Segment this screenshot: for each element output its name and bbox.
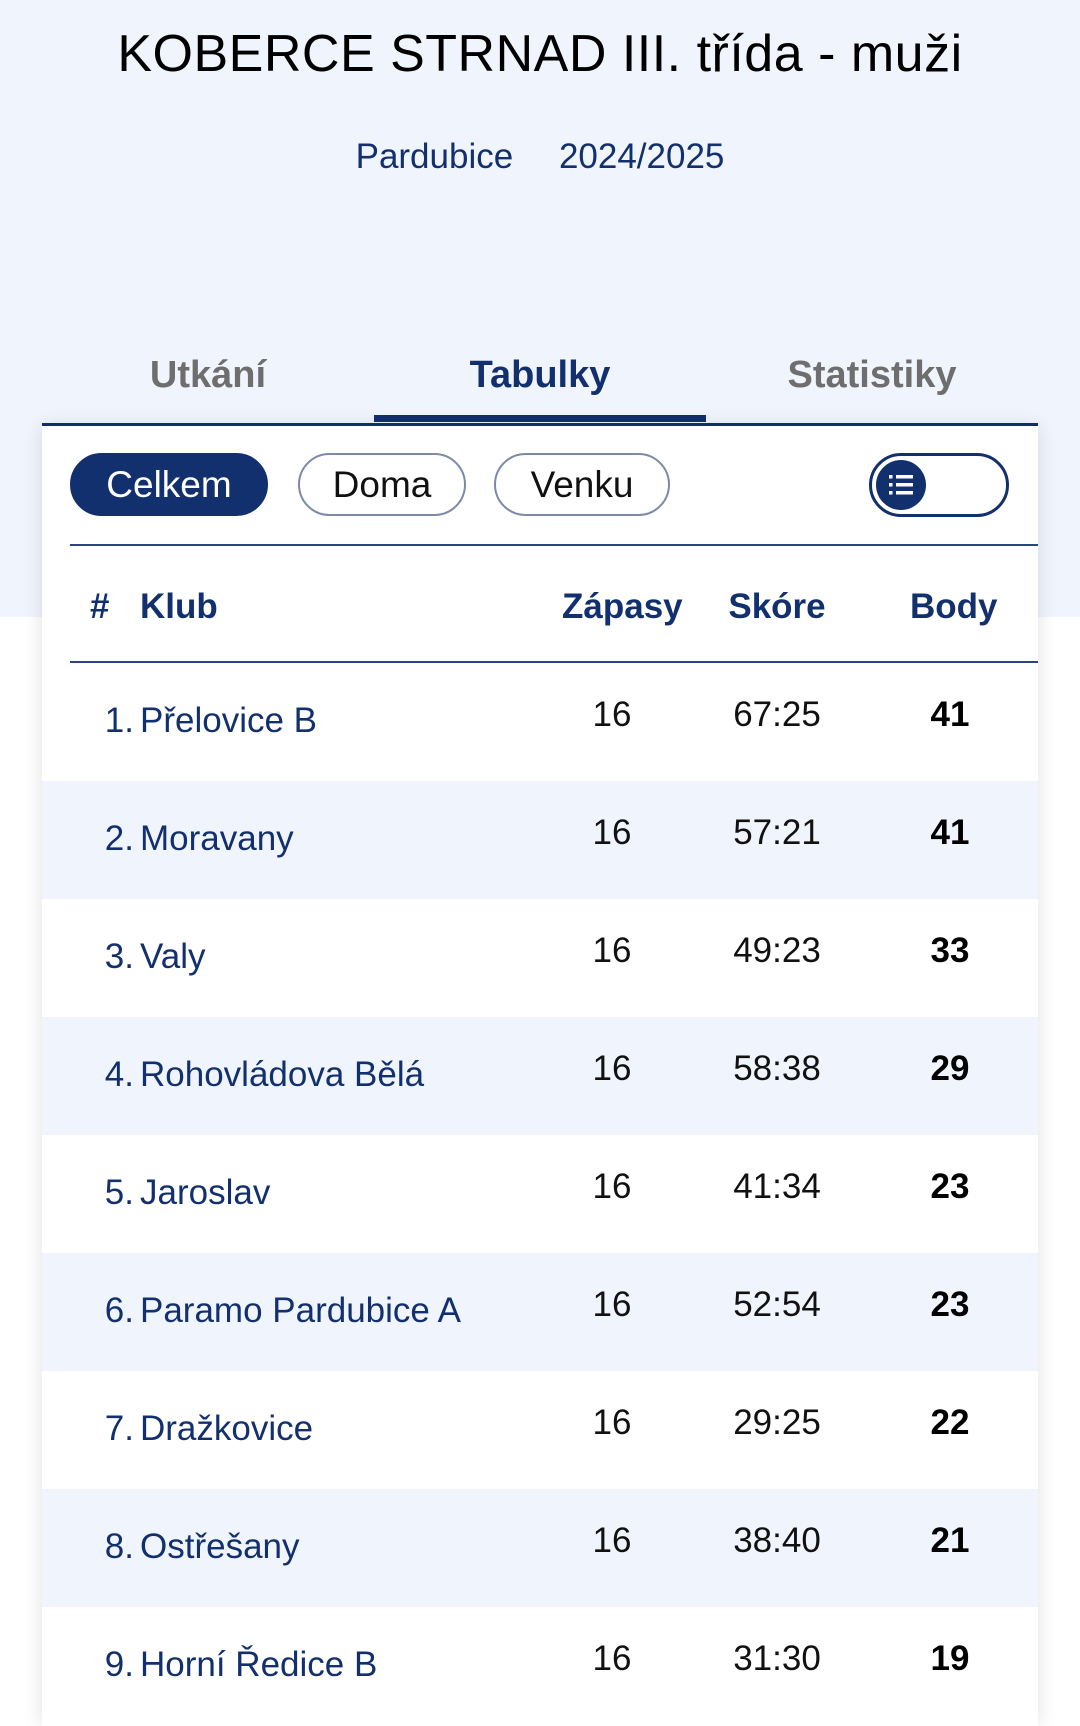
matches-cell: 16 <box>592 1521 632 1560</box>
score-cell: 41:34 <box>733 1167 821 1206</box>
points-cell: 41 <box>930 813 970 852</box>
table-header: # Klub Zápasy Skóre Body <box>70 566 1038 648</box>
header-divider <box>70 661 1038 663</box>
list-icon <box>876 460 926 510</box>
score-cell: 52:54 <box>733 1285 821 1324</box>
rank-cell: 3. <box>104 937 134 976</box>
standings-card: Celkem Doma Venku # Klub Zápasy Skóre Bo… <box>42 426 1038 1726</box>
points-cell: 41 <box>930 695 970 734</box>
view-toggle[interactable] <box>869 453 1009 517</box>
matches-cell: 16 <box>592 1049 632 1088</box>
competition-meta: Pardubice 2024/2025 <box>0 137 1080 177</box>
rank-cell: 8. <box>104 1527 134 1566</box>
filter-venku-button[interactable]: Venku <box>494 453 670 516</box>
points-cell: 23 <box>930 1167 970 1206</box>
table-row[interactable]: 1. Přelovice B 16 67:25 41 <box>42 663 1038 781</box>
page-title: KOBERCE STRNAD III. třída - muži <box>117 25 963 83</box>
region-label: Pardubice <box>355 137 514 176</box>
club-name-link[interactable]: Moravany <box>140 819 294 858</box>
tab-tabulky[interactable]: Tabulky <box>469 354 611 396</box>
points-cell: 21 <box>930 1521 970 1560</box>
season-label: 2024/2025 <box>558 137 725 176</box>
score-cell: 57:21 <box>733 813 821 852</box>
score-cell: 58:38 <box>733 1049 821 1088</box>
club-name-link[interactable]: Přelovice B <box>140 701 318 740</box>
matches-cell: 16 <box>592 813 632 852</box>
table-row[interactable]: 4. Rohovládova Bělá 16 58:38 29 <box>42 1017 1038 1135</box>
rank-cell: 5. <box>104 1173 134 1212</box>
rank-cell: 1. <box>104 701 134 740</box>
score-cell: 38:40 <box>733 1521 821 1560</box>
score-cell: 31:30 <box>733 1639 821 1678</box>
matches-cell: 16 <box>592 1167 632 1206</box>
header-matches: Zápasy <box>562 587 683 626</box>
club-name-link[interactable]: Horní Ředice B <box>140 1645 378 1684</box>
header-rank: # <box>90 587 110 626</box>
matches-cell: 16 <box>592 1285 632 1324</box>
rank-cell: 6. <box>104 1291 134 1330</box>
table-row[interactable]: 6. Paramo Pardubice A 16 52:54 23 <box>42 1253 1038 1371</box>
club-name-link[interactable]: Ostřešany <box>140 1527 300 1566</box>
score-cell: 49:23 <box>733 931 821 970</box>
rank-cell: 7. <box>104 1409 134 1448</box>
points-cell: 29 <box>930 1049 970 1088</box>
standings-rows: 1. Přelovice B 16 67:25 41 2. Moravany 16 57:21 4… <box>42 663 1038 1725</box>
header-score: Skóre <box>728 587 826 626</box>
score-cell: 67:25 <box>733 695 821 734</box>
club-name-link[interactable]: Jaroslav <box>140 1173 271 1212</box>
points-cell: 19 <box>930 1639 970 1678</box>
rank-cell: 2. <box>104 819 134 858</box>
filter-divider <box>70 544 1038 546</box>
table-row[interactable]: 5. Jaroslav 16 41:34 23 <box>42 1135 1038 1253</box>
header-points: Body <box>910 587 998 626</box>
score-cell: 29:25 <box>733 1403 821 1442</box>
club-name-link[interactable]: Valy <box>140 937 206 976</box>
points-cell: 23 <box>930 1285 970 1324</box>
club-name-link[interactable]: Dražkovice <box>140 1409 314 1448</box>
points-cell: 22 <box>930 1403 970 1442</box>
table-row[interactable]: 9. Horní Ředice B 16 31:30 19 <box>42 1607 1038 1725</box>
matches-cell: 16 <box>592 931 632 970</box>
matches-cell: 16 <box>592 695 632 734</box>
tab-utkani[interactable]: Utkání <box>149 354 267 396</box>
matches-cell: 16 <box>592 1639 632 1678</box>
table-row[interactable]: 3. Valy 16 49:23 33 <box>42 899 1038 1017</box>
table-row[interactable]: 2. Moravany 16 57:21 41 <box>42 781 1038 899</box>
club-name-link[interactable]: Rohovládova Bělá <box>140 1055 425 1094</box>
points-cell: 33 <box>930 931 970 970</box>
matches-cell: 16 <box>592 1403 632 1442</box>
club-name-link[interactable]: Paramo Pardubice A <box>140 1291 462 1330</box>
filter-doma-button[interactable]: Doma <box>298 453 466 516</box>
tab-bar-divider <box>42 423 1038 426</box>
filter-celkem-button[interactable]: Celkem <box>70 453 268 516</box>
rank-cell: 9. <box>104 1645 134 1684</box>
table-row[interactable]: 7. Dražkovice 16 29:25 22 <box>42 1371 1038 1489</box>
rank-cell: 4. <box>104 1055 134 1094</box>
active-tab-indicator <box>374 415 706 422</box>
tab-statistiky[interactable]: Statistiky <box>787 354 957 396</box>
tab-bar: Utkání Tabulky Statistiky <box>42 345 1038 426</box>
header-club: Klub <box>140 587 218 626</box>
table-row[interactable]: 8. Ostřešany 16 38:40 21 <box>42 1489 1038 1607</box>
